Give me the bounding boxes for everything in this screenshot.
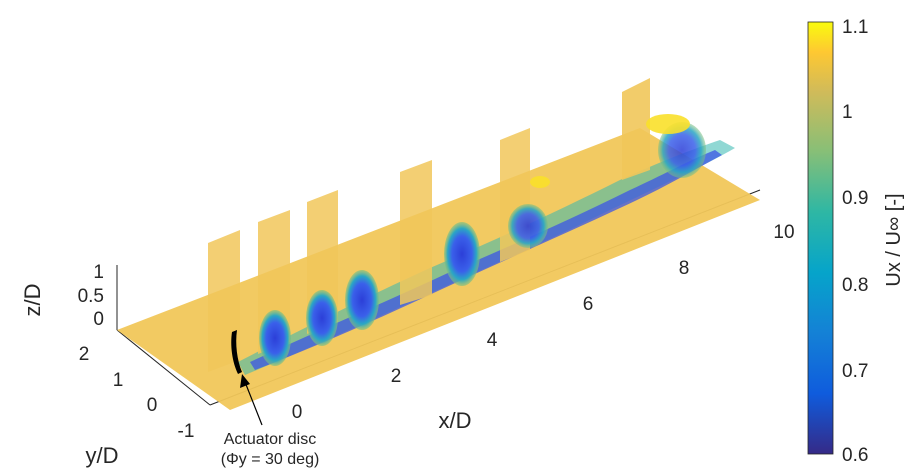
colorbar-label: Ux / U∞ [-] <box>883 193 905 286</box>
x-tick-label: 2 <box>391 366 402 387</box>
annotation-line1: Actuator disc <box>224 431 316 448</box>
colorbar-tick-label: 0.9 <box>842 188 868 209</box>
x-tick-label: 0 <box>292 402 303 423</box>
x-tick-label: 8 <box>679 258 690 279</box>
colorbar-tick-label: 1.1 <box>842 17 868 38</box>
wake-sections <box>259 114 706 366</box>
colorbar-tick-label: 0.7 <box>842 361 868 382</box>
z-tick-label: 0 <box>93 309 104 330</box>
y-ticks: -1 0 1 2 <box>79 344 195 442</box>
z-axis-label: z/D <box>20 284 45 317</box>
x-tick-label: 4 <box>487 330 498 351</box>
y-tick-label: -1 <box>178 421 195 442</box>
colorbar-tick-label: 0.6 <box>842 445 868 466</box>
x-tick-label: 6 <box>583 294 594 315</box>
colorbar-tick-label: 1 <box>842 102 853 123</box>
z-ticks: 0 0.5 1 <box>78 262 104 330</box>
x-ticks: 0 2 4 6 8 10 <box>292 222 795 423</box>
z-tick-label: 0.5 <box>78 286 104 307</box>
colorbar-ticks: 0.6 0.7 0.8 0.9 1 1.1 <box>842 17 868 466</box>
cross-section-planes <box>208 78 650 372</box>
annotation-arrow <box>240 374 263 426</box>
y-tick-label: 2 <box>79 344 90 365</box>
z-tick-label: 1 <box>93 262 104 283</box>
colorbar <box>807 21 834 455</box>
annotation-line2: (Φy = 30 deg) <box>221 451 320 468</box>
y-tick-label: 0 <box>147 395 158 416</box>
colorbar-tick-label: 0.8 <box>842 275 868 296</box>
x-axis-label: x/D <box>439 408 472 433</box>
y-axis-label: y/D <box>86 443 119 468</box>
actuator-disc <box>231 330 242 374</box>
y-tick-label: 1 <box>113 370 124 391</box>
x-tick-label: 10 <box>773 222 794 243</box>
